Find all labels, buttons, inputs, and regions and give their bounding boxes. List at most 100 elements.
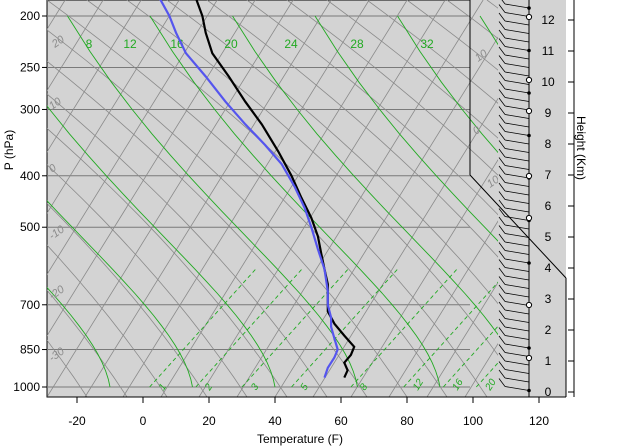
isotherm-line xyxy=(47,0,218,276)
wind-barb-flag xyxy=(498,174,506,183)
wind-barb-flag xyxy=(498,106,506,115)
isotherm-label: 10 xyxy=(485,173,503,190)
wind-barb xyxy=(504,46,530,51)
wind-barb-flag xyxy=(498,259,506,268)
wind-barb-flag xyxy=(498,114,506,124)
wind-barb-flag xyxy=(498,276,506,285)
wind-barb xyxy=(504,131,530,136)
isotherm-line xyxy=(236,0,484,397)
wind-barb xyxy=(504,156,530,162)
mixing-ratio-line xyxy=(350,268,458,388)
adiabat-label: 24 xyxy=(284,37,298,51)
wind-barb xyxy=(504,233,530,238)
height-tick-label: 0 xyxy=(545,385,552,399)
height-tick-label: 6 xyxy=(545,199,552,213)
wind-barb xyxy=(504,165,530,170)
x-axis-label: Temperature (F) xyxy=(257,432,343,446)
moist-adiabat xyxy=(397,15,498,154)
wind-barb-flag xyxy=(498,148,506,158)
wind-barb xyxy=(504,207,530,213)
barb-open-circle xyxy=(525,76,533,84)
wind-barb-flag xyxy=(498,131,506,141)
barb-dot xyxy=(527,346,531,350)
barb-dot xyxy=(527,261,531,265)
wind-barb-flag xyxy=(498,208,506,217)
series-layer xyxy=(159,0,356,379)
wind-barb-flag xyxy=(498,182,506,192)
mixing-ratio-line xyxy=(403,281,498,388)
isotherm-line xyxy=(274,36,498,397)
wind-barb-flag xyxy=(498,335,506,345)
wind-barb-flag xyxy=(498,327,506,336)
y-tick-label: 300 xyxy=(20,102,40,116)
x-tick-label: 120 xyxy=(529,414,549,428)
wind-barb-flag xyxy=(498,55,506,64)
dry-adiabat xyxy=(126,0,498,356)
wind-barb-flag xyxy=(498,80,506,90)
wind-barb xyxy=(504,386,530,391)
isotherm-line xyxy=(160,0,408,397)
x-tick-label: 100 xyxy=(463,414,483,428)
wind-barb-flag xyxy=(498,12,506,22)
y-tick-label: 400 xyxy=(20,169,40,183)
dry-adiabat xyxy=(406,0,498,71)
moist-adiabat xyxy=(149,15,441,388)
dry-adiabat xyxy=(366,0,498,104)
isotherm-line xyxy=(312,97,498,397)
wind-barb xyxy=(504,173,530,179)
isotherm-line xyxy=(388,220,498,397)
mixing-ratio-label: 5 xyxy=(299,382,312,393)
isotherm-line xyxy=(84,0,332,397)
height-axis-label: Height (Km) xyxy=(574,116,588,180)
mixing-ratio-line xyxy=(195,268,303,388)
dry-adiabat xyxy=(47,0,448,397)
wind-barb xyxy=(504,284,530,289)
wind-barb xyxy=(504,105,530,111)
wind-barb xyxy=(504,182,530,187)
wind-barb-flag xyxy=(498,344,506,353)
moist-adiabat xyxy=(47,286,111,388)
height-tick-label: 3 xyxy=(545,292,552,306)
mixing-ratio-line xyxy=(241,268,349,388)
moist-adiabat xyxy=(67,15,358,388)
wind-barb xyxy=(504,54,530,60)
isotherm-line xyxy=(579,0,640,397)
dry-adiabat xyxy=(326,0,498,139)
wind-barb xyxy=(504,63,530,68)
wind-barb-flag xyxy=(498,293,506,302)
wind-barb-flag xyxy=(498,89,506,98)
wind-barb-flag xyxy=(498,352,506,362)
wind-barb-flag xyxy=(498,29,506,39)
isotherm-line xyxy=(350,159,498,397)
height-tick-label: 1 xyxy=(545,354,552,368)
wind-barb-flag xyxy=(498,378,506,387)
dry-adiabat xyxy=(47,164,248,397)
wind-barb xyxy=(504,292,530,298)
wind-barb xyxy=(504,267,530,272)
wind-barb-flag xyxy=(498,301,506,311)
x-tick-label: 60 xyxy=(334,414,348,428)
wind-barb xyxy=(504,250,530,255)
barb-dot xyxy=(527,133,531,138)
barb-open-circle xyxy=(525,107,533,115)
wind-barb-flag xyxy=(498,284,506,294)
wind-barb-flag xyxy=(498,199,506,209)
barb-open-circle xyxy=(525,354,533,362)
y-axis-label: P (hPa) xyxy=(2,130,16,170)
adiabat-label: 8 xyxy=(86,37,93,51)
y-tick-label: 250 xyxy=(20,60,40,74)
wind-barb-flag xyxy=(498,310,506,319)
wind-barb xyxy=(504,190,530,196)
wind-barb xyxy=(504,352,530,357)
grid-layer: 1 2 3 5 8 12 16 208 12 16 20 24 28 3220100-10-20-3010… xyxy=(47,0,640,397)
barb-open-circle xyxy=(525,172,533,180)
height-tick-label: 11 xyxy=(542,44,555,58)
mixing-ratio-line xyxy=(442,325,498,388)
wind-barb xyxy=(504,335,530,340)
wind-barb xyxy=(504,377,530,383)
wind-barb-flag xyxy=(498,250,506,260)
wind-barb xyxy=(504,71,530,77)
dry-adiabat xyxy=(47,244,168,397)
wind-barb-flag xyxy=(498,38,506,47)
